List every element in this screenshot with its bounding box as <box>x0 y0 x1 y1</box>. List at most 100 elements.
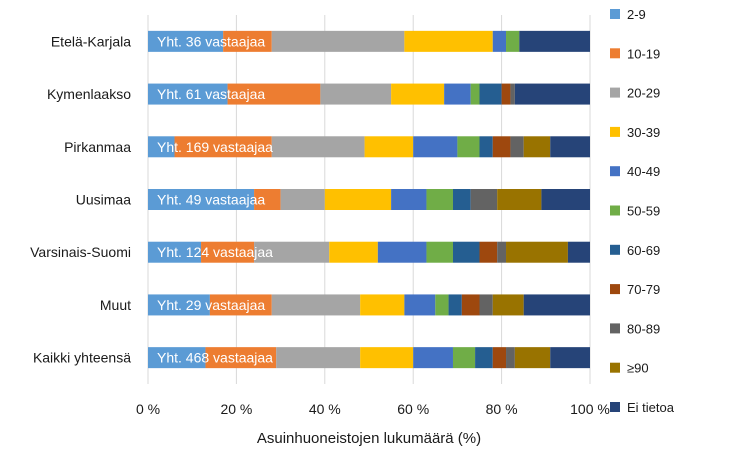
bar-segment <box>435 294 449 316</box>
bar-segment <box>271 136 365 158</box>
legend-swatch <box>610 9 620 19</box>
bar-segment <box>223 30 272 52</box>
bar-segment <box>523 294 590 316</box>
bar-total-label: Yht. 124 vastaajaa <box>157 244 273 260</box>
category-labels: Etelä-Karjala Kymenlaakso Pirkanmaa Uusimaa… <box>30 33 131 365</box>
bar-segment <box>391 189 427 210</box>
bar-segment <box>514 347 551 369</box>
bar-segment <box>426 241 453 263</box>
bar-segment <box>271 30 405 52</box>
bar-segment <box>377 241 427 263</box>
legend-swatch <box>610 166 620 177</box>
bar-segment <box>510 136 524 158</box>
category-label: Kaikki yhteensä <box>33 350 131 366</box>
bar-segment <box>510 83 515 105</box>
bar-segment <box>413 136 458 158</box>
bar-segment <box>448 294 462 316</box>
legend-label: 70-79 <box>627 282 660 297</box>
legend-label: 40-49 <box>627 164 660 179</box>
legend-swatch <box>610 48 620 59</box>
bar-total-label: Yht. 49 vastaajaa <box>157 192 265 208</box>
bar-segment <box>391 83 445 105</box>
bar-segment <box>492 294 524 316</box>
bar-segment <box>444 83 471 105</box>
bar-segment <box>320 83 392 105</box>
bar-segment <box>364 136 414 158</box>
bar-segment <box>148 241 202 263</box>
legend-label: 50-59 <box>627 204 660 219</box>
data-labels-layer: Yht. 36 vastaajaa Yht. 61 vastaajaa Yht. 1… <box>157 33 273 365</box>
x-tick-label: 40 % <box>309 401 341 417</box>
bar-segment <box>254 189 281 210</box>
bar-total-label: Yht. 29 vastaajaa <box>157 297 265 313</box>
bar-segment <box>541 189 590 210</box>
bar-segment <box>148 189 255 210</box>
bar-segment <box>360 347 414 369</box>
bar-segment <box>280 189 325 210</box>
bar-segment <box>506 347 515 369</box>
bar-segment <box>148 83 228 105</box>
bar-segment <box>523 136 551 158</box>
bar-segment <box>148 136 175 158</box>
bar-segment <box>550 136 590 158</box>
bar-segment <box>413 347 453 369</box>
bar-segment <box>452 189 471 210</box>
bar-segment <box>492 136 511 158</box>
legend-label: 20-29 <box>627 86 660 101</box>
bar-segment <box>501 83 511 105</box>
bar-segment <box>497 241 507 263</box>
bar-segment <box>271 294 361 316</box>
bar-segment <box>479 83 502 105</box>
bars-layer <box>148 30 590 369</box>
bar-segment <box>148 347 206 369</box>
category-label: Muut <box>100 297 131 313</box>
bar-segment <box>360 294 405 316</box>
legend-label: 60-69 <box>627 243 660 258</box>
legend-label: 2-9 <box>627 7 646 22</box>
bar-segment <box>227 83 321 105</box>
bar-segment <box>148 30 224 52</box>
bar-segment <box>567 241 590 263</box>
bar-segment <box>461 294 480 316</box>
bar-segment <box>479 294 493 316</box>
bar-segment <box>492 30 507 52</box>
category-label: Varsinais-Suomi <box>30 244 131 260</box>
bar-segment <box>254 241 330 263</box>
bar-segment <box>201 241 255 263</box>
bar-segment <box>404 30 493 52</box>
legend-swatch <box>610 284 620 295</box>
bar-segment <box>470 83 480 105</box>
bar-segment <box>426 189 453 210</box>
legend-swatch <box>610 402 620 412</box>
bar-segment <box>475 347 493 369</box>
x-axis-title: Asuinhuoneistojen lukumäärä (%) <box>257 430 481 447</box>
bar-segment <box>479 241 498 263</box>
bar-segment <box>324 189 392 210</box>
bar-segment <box>452 241 480 263</box>
category-label: Uusimaa <box>76 192 131 208</box>
bar-segment <box>209 294 272 316</box>
legend-label: 80-89 <box>627 321 660 336</box>
legend-label: 10-19 <box>627 46 660 61</box>
legend-label: Ei tietoa <box>627 400 675 415</box>
legend-swatch <box>610 126 620 137</box>
bar-total-label: Yht. 169 vastaajaa <box>157 139 273 155</box>
bar-segment <box>497 189 542 210</box>
bar-segment <box>550 347 590 369</box>
bar-total-label: Yht. 36 vastaajaa <box>157 33 265 49</box>
x-tick-label: 80 % <box>486 401 518 417</box>
bar-segment <box>174 136 272 158</box>
bar-segment <box>519 30 590 52</box>
bar-segment <box>470 189 498 210</box>
bar-segment <box>479 136 493 158</box>
x-tick-label: 0 % <box>136 401 160 417</box>
category-label: Pirkanmaa <box>64 139 131 155</box>
x-tick-label: 20 % <box>220 401 252 417</box>
bar-segment <box>492 347 507 369</box>
bar-segment <box>148 294 210 316</box>
bar-segment <box>506 30 520 52</box>
legend-label: ≥90 <box>627 361 649 376</box>
bar-segment <box>457 136 480 158</box>
legend-swatch <box>610 244 620 255</box>
